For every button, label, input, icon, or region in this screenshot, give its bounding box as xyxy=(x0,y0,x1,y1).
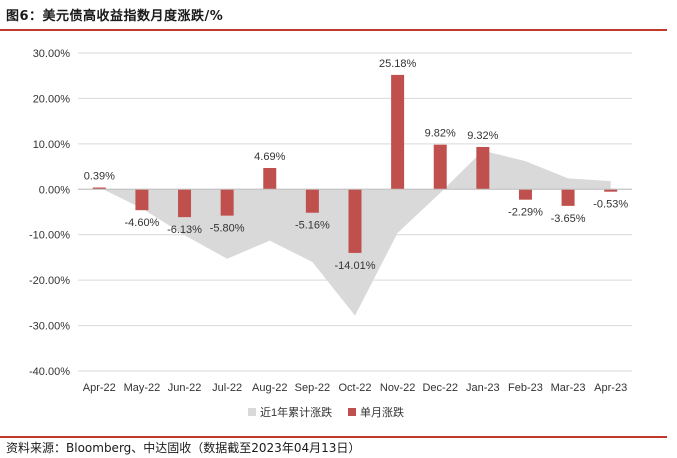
x-tick-label: May-22 xyxy=(124,382,161,394)
x-tick-label: Jun-22 xyxy=(168,382,202,394)
legend-swatch-area xyxy=(248,408,256,416)
bar xyxy=(220,189,234,216)
x-tick-label: Feb-23 xyxy=(508,382,543,394)
top-rule xyxy=(0,29,667,31)
data-label: -2.29% xyxy=(508,207,543,219)
y-tick-label: 10.00% xyxy=(33,139,71,151)
data-label: -4.60% xyxy=(124,217,159,229)
source-note: 资料来源：Bloomberg、中达固收（数据截至2023年04月13日） xyxy=(6,441,361,455)
data-label: -3.65% xyxy=(551,213,586,225)
x-tick-label: Apr-23 xyxy=(594,382,627,394)
legend-label-area: 近1年累计涨跌 xyxy=(260,405,332,419)
x-tick-label: Nov-22 xyxy=(380,382,415,394)
x-tick-label: Mar-23 xyxy=(551,382,586,394)
bar xyxy=(92,187,106,190)
axis-layer: 30.00% 20.00% 10.00% 0.00% -10.00% -20.00% -30… xyxy=(29,48,632,394)
bar xyxy=(305,189,319,213)
legend-swatch-bar xyxy=(348,408,356,416)
y-tick-label: -20.00% xyxy=(29,275,70,287)
figure-title: 图6：美元债高收益指数月度涨跌/% xyxy=(6,9,224,24)
bar xyxy=(433,144,447,190)
x-tick-label: Sep-22 xyxy=(295,382,330,394)
bar-layer xyxy=(92,74,618,253)
legend-label-bar: 单月涨跌 xyxy=(360,405,404,419)
y-tick-label: 0.00% xyxy=(39,184,70,196)
data-label: -0.53% xyxy=(593,199,628,211)
data-label: -5.16% xyxy=(295,220,330,232)
bar xyxy=(263,167,277,190)
bar xyxy=(348,189,362,253)
data-label: 9.32% xyxy=(467,130,498,142)
y-tick-label: -40.00% xyxy=(29,366,70,378)
data-label: 9.82% xyxy=(425,128,456,140)
bar xyxy=(561,189,575,206)
y-tick-label: 30.00% xyxy=(33,48,71,60)
x-tick-label: Apr-22 xyxy=(83,382,116,394)
x-tick-label: Jul-22 xyxy=(212,382,242,394)
x-tick-label: Oct-22 xyxy=(338,382,371,394)
bar xyxy=(135,189,149,211)
monthly-change-chart: 0.39% -4.60% -6.13% -5.80% 4.69% -5.16% -14.01… xyxy=(29,48,632,419)
x-tick-label: Aug-22 xyxy=(252,382,287,394)
x-tick-label: Jan-23 xyxy=(466,382,500,394)
y-tick-label: 20.00% xyxy=(33,93,71,105)
bar xyxy=(178,189,192,218)
x-tick-label: Dec-22 xyxy=(422,382,457,394)
data-label: 4.69% xyxy=(254,151,285,163)
data-label: 25.18% xyxy=(379,58,417,70)
data-label: 0.39% xyxy=(84,171,115,183)
bar xyxy=(391,74,405,190)
bottom-rule xyxy=(0,436,667,438)
data-label: -6.13% xyxy=(167,224,202,236)
data-label: -5.80% xyxy=(210,223,245,235)
bar xyxy=(476,146,490,190)
bar xyxy=(518,189,532,200)
y-tick-label: -30.00% xyxy=(29,321,70,333)
legend: 近1年累计涨跌 单月涨跌 xyxy=(248,405,404,419)
data-label: -14.01% xyxy=(335,260,376,272)
bar xyxy=(604,189,618,192)
y-tick-label: -10.00% xyxy=(29,230,70,242)
data-label-layer: 0.39% -4.60% -6.13% -5.80% 4.69% -5.16% -14.01… xyxy=(84,58,629,272)
